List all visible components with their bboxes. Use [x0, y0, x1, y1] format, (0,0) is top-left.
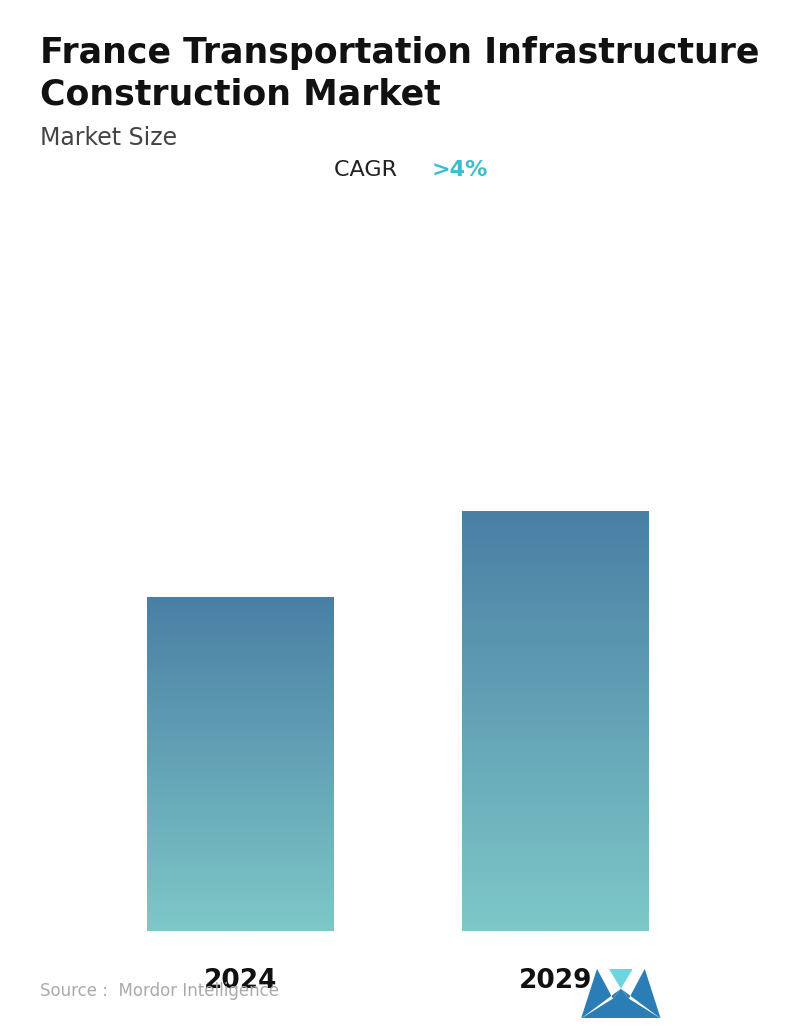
Polygon shape — [581, 989, 661, 1018]
Text: 2029: 2029 — [519, 968, 592, 995]
Text: Market Size: Market Size — [40, 126, 177, 150]
Polygon shape — [581, 969, 621, 1018]
Text: CAGR: CAGR — [334, 160, 404, 180]
Polygon shape — [621, 969, 661, 1018]
Polygon shape — [609, 969, 633, 989]
Text: >4%: >4% — [431, 160, 488, 180]
Text: 2024: 2024 — [204, 968, 277, 995]
Text: France Transportation Infrastructure: France Transportation Infrastructure — [40, 36, 759, 70]
Text: Source :  Mordor Intelligence: Source : Mordor Intelligence — [40, 982, 279, 1000]
Text: Construction Market: Construction Market — [40, 78, 440, 112]
